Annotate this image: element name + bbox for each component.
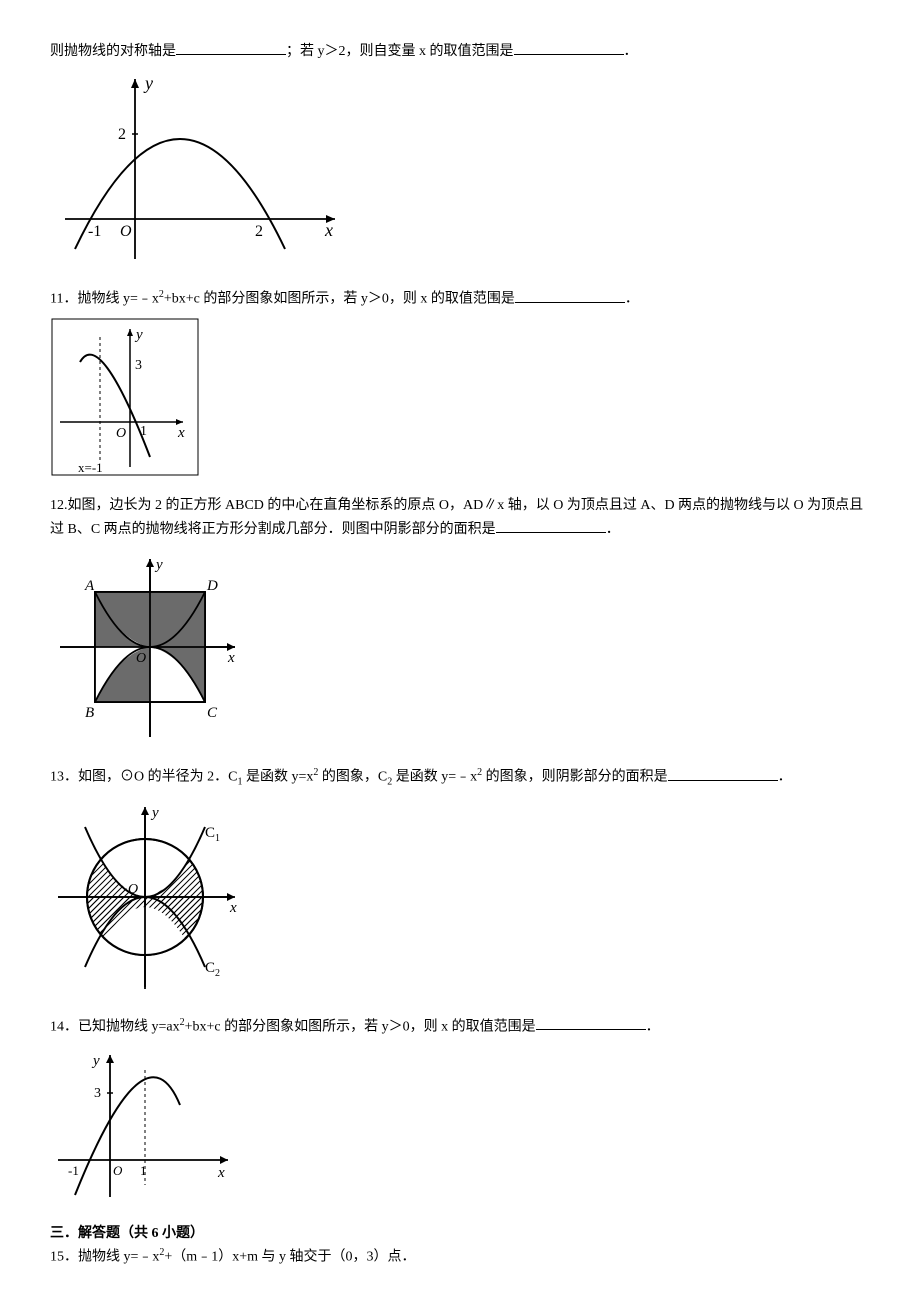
q13-tc: 的图象，C — [318, 770, 387, 785]
q12-line: 12.如图，边长为 2 的正方形 ABCD 的中心在直角坐标系的原点 O，AD∥… — [50, 495, 870, 541]
q11-vline-label: x=-1 — [78, 460, 103, 475]
section3-title: 三．解答题（共 6 小题） — [50, 1223, 870, 1245]
q10-o-label: O — [120, 223, 132, 240]
q14-m1: -1 — [68, 1163, 79, 1178]
q11-text-a: 抛物线 y=﹣x — [77, 292, 158, 307]
q15-line: 15．抛物线 y=﹣x2+（m﹣1）x+m 与 y 轴交于（0，3）点． — [50, 1245, 870, 1269]
q11-y-label: y — [134, 327, 143, 343]
q14-line: 14．已知抛物线 y=ax2+bx+c 的部分图象如图所示，若 y＞0，则 x … — [50, 1015, 870, 1039]
q10-text-b: ；若 y＞2，则自变量 x 的取值范围是 — [286, 44, 514, 59]
q14-3: 3 — [94, 1086, 101, 1101]
q13-x: x — [229, 900, 237, 916]
q13-tb: 是函数 y=x — [242, 770, 313, 785]
q10-text-a: 则抛物线的对称轴是 — [50, 44, 176, 59]
q12-period: ． — [606, 522, 620, 537]
q12-figure: A D B C O y x — [50, 547, 250, 747]
q12-C: C — [207, 705, 218, 721]
q10-ytick-2: 2 — [118, 126, 126, 143]
q13-blank — [668, 766, 778, 781]
q13-C1: C1 — [205, 825, 220, 844]
q13-y: y — [150, 805, 159, 821]
q14-O: O — [113, 1163, 123, 1178]
q13-period: ． — [778, 770, 792, 785]
q10-line: 则抛物线的对称轴是 ；若 y＞2，则自变量 x 的取值范围是 ． — [50, 40, 870, 63]
q10-figure: 2 -1 2 y x O — [50, 69, 350, 269]
q14-x: x — [217, 1165, 225, 1181]
q12-num: 12. — [50, 498, 68, 513]
q11-text-b: +bx+c 的部分图象如图所示，若 y＞0，则 x 的取值范围是 — [164, 292, 515, 307]
q12-blank — [496, 518, 606, 533]
q15-num: 15． — [50, 1250, 78, 1265]
q11-line: 11．抛物线 y=﹣x2+bx+c 的部分图象如图所示，若 y＞0，则 x 的取… — [50, 287, 870, 311]
q11-period: ． — [625, 292, 639, 307]
q13-ta: 如图，⊙O 的半径为 2．C — [78, 770, 237, 785]
q11-blank — [515, 288, 625, 303]
q12-x: x — [227, 650, 235, 666]
q14-1: 1 — [140, 1163, 147, 1178]
q12-A: A — [84, 578, 95, 594]
q10-y-label: y — [143, 73, 153, 93]
q12-text: 如图，边长为 2 的正方形 ABCD 的中心在直角坐标系的原点 O，AD∥x 轴… — [50, 498, 863, 536]
q14-tb: +bx+c 的部分图象如图所示，若 y＞0，则 x 的取值范围是 — [185, 1019, 536, 1034]
q12-B: B — [85, 705, 94, 721]
q14-ta: 已知抛物线 y=ax — [78, 1019, 180, 1034]
q10-xtick-m1: -1 — [88, 223, 101, 240]
q15-tb: +（m﹣1）x+m 与 y 轴交于（0，3）点． — [164, 1250, 415, 1265]
q11-tick3: 3 — [135, 358, 142, 373]
q10-period: ． — [624, 44, 638, 59]
q11-figure: y x O 3 1 x=-1 — [50, 317, 200, 477]
q11-o-label: O — [116, 426, 126, 441]
q10-xtick-2: 2 — [255, 223, 263, 240]
q12-O: O — [136, 651, 146, 666]
q10-blank-1 — [176, 40, 286, 55]
q14-num: 14． — [50, 1019, 78, 1034]
q10-x-label: x — [324, 220, 333, 240]
q12-D: D — [206, 578, 218, 594]
q13-figure: O y x C1 C2 — [50, 797, 250, 997]
q14-y: y — [91, 1053, 100, 1069]
q14-blank — [536, 1015, 646, 1030]
q11-tick1: 1 — [140, 424, 147, 439]
q13-te: 的图象，则阴影部分的面积是 — [482, 770, 668, 785]
q14-period: ． — [646, 1019, 660, 1034]
q13-C2: C2 — [205, 960, 220, 979]
q15-ta: 抛物线 y=﹣x — [78, 1250, 159, 1265]
q14-figure: y x O -1 1 3 — [50, 1045, 240, 1205]
q11-num: 11． — [50, 292, 77, 307]
q13-O: O — [128, 882, 138, 897]
q13-num: 13． — [50, 770, 78, 785]
q11-x-label: x — [177, 425, 185, 441]
q13-line: 13．如图，⊙O 的半径为 2．C1 是函数 y=x2 的图象，C2 是函数 y… — [50, 765, 870, 790]
q10-blank-2 — [514, 40, 624, 55]
q12-y: y — [154, 557, 163, 573]
q13-td: 是函数 y=﹣x — [392, 770, 477, 785]
